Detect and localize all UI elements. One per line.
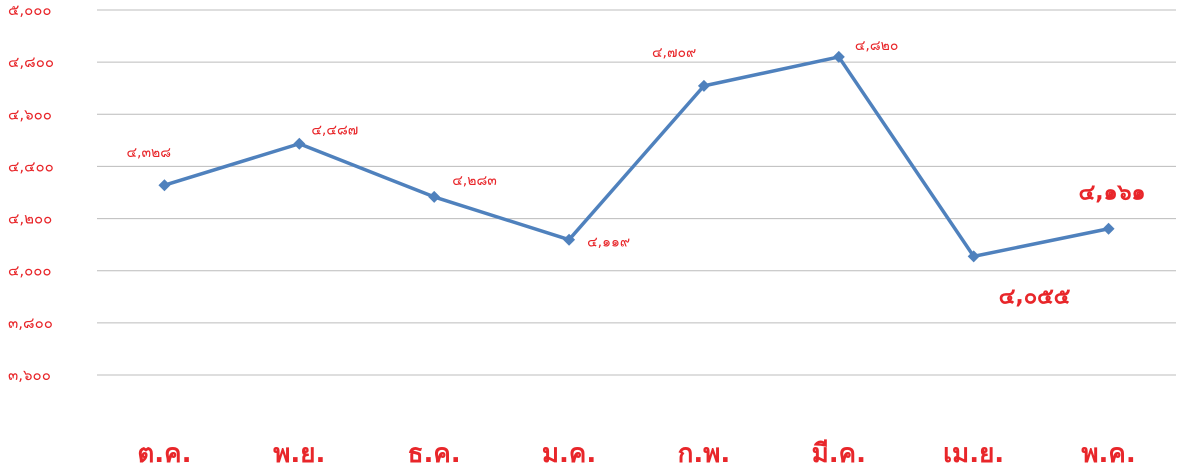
data-point [158, 179, 171, 192]
y-axis-ticks: ๓,๖๐๐ ๓,๘๐๐ ๔,๐๐๐ ๔,๒๐๐ ๔,๔๐๐ ๔,๖๐๐ ๔,๘๐๐ ๕,๐๐๐ [8, 1, 54, 384]
x-tick-label: เม.ย. [943, 439, 1004, 469]
data-label: ๔,๐๕๕ [999, 284, 1071, 309]
series-line [163, 55, 1109, 259]
data-label: ๔,๑๖๑ [1079, 181, 1146, 206]
data-label: ๔,๑๑๙ [587, 235, 630, 251]
y-tick-label: ๓,๘๐๐ [8, 314, 53, 332]
data-label: ๔,๒๘๓ [452, 173, 497, 189]
x-tick-label: ม.ค. [542, 439, 596, 469]
gridlines [97, 9, 1176, 376]
data-point [697, 79, 710, 92]
x-tick-label: ก.พ. [678, 439, 731, 469]
data-point [967, 250, 980, 263]
x-tick-label: พ.ย. [273, 439, 325, 469]
x-tick-label: ธ.ค. [408, 439, 461, 469]
series-line-group [163, 55, 1109, 259]
x-axis-ticks: ต.ค. พ.ย. ธ.ค. ม.ค. ก.พ. มี.ค. เม.ย. พ.ค. [137, 439, 1135, 469]
data-label: ๔,๘๒๐ [855, 38, 899, 54]
y-tick-label: ๔,๒๐๐ [8, 210, 52, 228]
data-point [428, 190, 441, 203]
data-points [158, 50, 1115, 263]
data-point [293, 137, 306, 150]
data-label: ๔,๗๐๙ [652, 45, 696, 61]
data-label: ๔,๓๒๘ [126, 145, 171, 161]
y-tick-label: ๔,๔๐๐ [8, 157, 54, 175]
x-tick-label: ต.ค. [137, 439, 191, 469]
y-tick-label: ๔,๘๐๐ [8, 53, 54, 71]
y-tick-label: ๔,๖๐๐ [8, 105, 52, 123]
y-tick-label: ๔,๐๐๐ [8, 262, 52, 280]
x-tick-label: พ.ค. [1081, 439, 1135, 469]
x-tick-label: มี.ค. [812, 439, 866, 469]
data-point [1102, 222, 1115, 235]
data-point [563, 233, 576, 246]
y-tick-label: ๕,๐๐๐ [8, 1, 52, 19]
y-tick-label: ๓,๖๐๐ [8, 366, 51, 384]
data-point [832, 50, 845, 63]
data-label: ๔,๔๘๗ [311, 123, 358, 139]
